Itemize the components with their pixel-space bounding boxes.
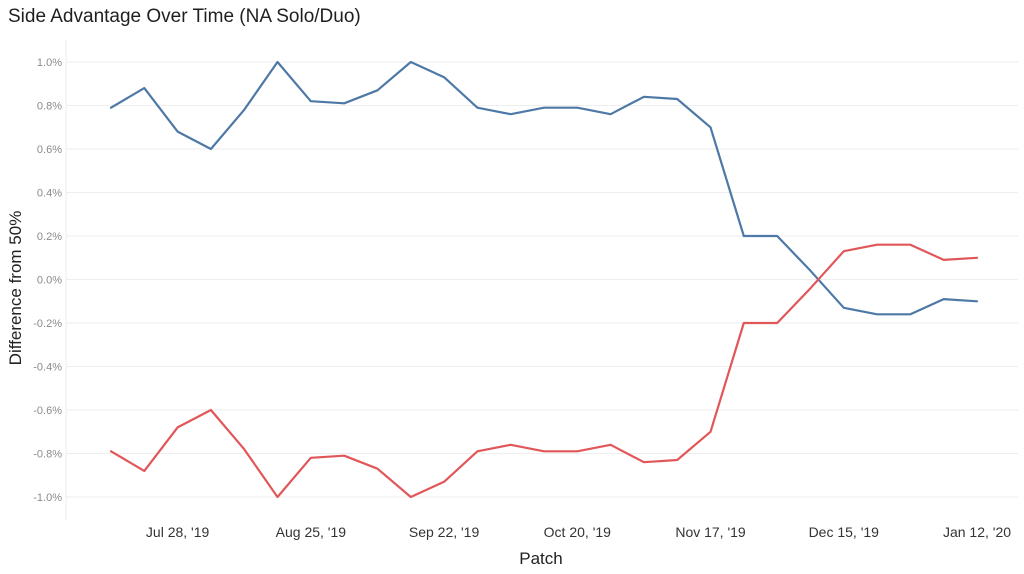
gridlines bbox=[65, 40, 1018, 520]
y-tick-label: -0.2% bbox=[33, 318, 62, 330]
x-tick-label: Jan 12, '20 bbox=[943, 524, 1011, 540]
y-tick-label: 0.8% bbox=[37, 101, 62, 113]
y-tick-label: 0.6% bbox=[37, 144, 62, 156]
y-tick-label: 0.4% bbox=[37, 188, 62, 200]
y-tick-label: 1.0% bbox=[37, 57, 62, 69]
x-tick-label: Dec 15, '19 bbox=[809, 524, 880, 540]
y-axis-ticks: 1.0% 0.8% 0.6% 0.4% 0.2% 0.0% -0.2% -0.4% -0.6% -… bbox=[33, 57, 62, 504]
y-tick-label: -1.0% bbox=[33, 492, 62, 504]
x-tick-label: Nov 17, '19 bbox=[675, 524, 746, 540]
x-tick-label: Aug 25, '19 bbox=[276, 524, 347, 540]
x-tick-label: Sep 22, '19 bbox=[409, 524, 480, 540]
x-tick-label: Oct 20, '19 bbox=[544, 524, 611, 540]
y-tick-label: -0.8% bbox=[33, 449, 62, 461]
y-axis-label: Difference from 50% bbox=[6, 211, 25, 366]
x-tick-label: Jul 28, '19 bbox=[146, 524, 210, 540]
series-line-blue bbox=[109, 60, 979, 316]
y-tick-label: -0.4% bbox=[33, 362, 62, 374]
x-axis-ticks: Jul 28, '19 Aug 25, '19 Sep 22, '19 Oct 20,… bbox=[146, 524, 1011, 540]
series-lines bbox=[109, 60, 979, 499]
y-tick-label: 0.2% bbox=[37, 231, 62, 243]
series-line-red bbox=[109, 243, 979, 499]
x-axis-label: Patch bbox=[519, 549, 562, 568]
y-tick-label: -0.6% bbox=[33, 405, 62, 417]
y-tick-label: 0.0% bbox=[37, 275, 62, 287]
chart-title: Side Advantage Over Time (NA Solo/Duo) bbox=[8, 6, 361, 27]
